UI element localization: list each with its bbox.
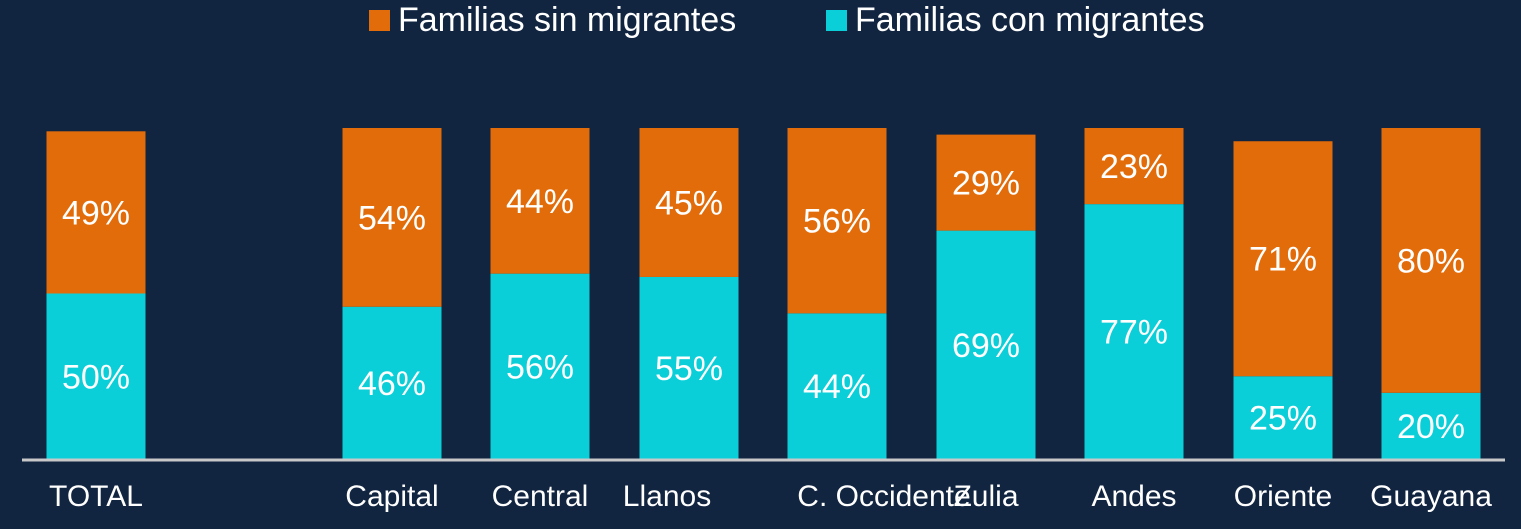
- legend-swatch-sin-migrantes: [369, 9, 390, 31]
- chart-legend: Familias sin migrantes Familias con migr…: [0, 0, 1521, 44]
- data-label: 23%: [1100, 148, 1168, 186]
- legend-label-con-migrantes: Familias con migrantes: [855, 0, 1205, 39]
- data-label: 54%: [358, 199, 426, 237]
- x-tick-label: Oriente: [1233, 480, 1333, 513]
- bar-segment-con-migrantes: [1084, 204, 1184, 459]
- data-label: 44%: [803, 368, 871, 406]
- legend-swatch-con-migrantes: [826, 9, 847, 31]
- bar-segment-sin-migrantes: [1381, 128, 1481, 393]
- bar-segment-sin-migrantes: [342, 128, 442, 307]
- data-label: 45%: [655, 184, 723, 222]
- data-label: 56%: [803, 203, 871, 241]
- bar-segment-sin-migrantes: [787, 128, 887, 314]
- data-label: 29%: [952, 165, 1020, 203]
- data-label: 69%: [952, 327, 1020, 365]
- data-label: 56%: [506, 348, 574, 386]
- legend-label-sin-migrantes: Familias sin migrantes: [398, 0, 737, 39]
- bar-segment-con-migrantes: [342, 306, 442, 459]
- bar-segment-con-migrantes: [1233, 376, 1333, 459]
- bar-segment-sin-migrantes: [490, 128, 590, 274]
- bars-group: [46, 128, 1481, 459]
- value-labels-group: 50% 49% 46% 54% 56% 44% 55% 45% 44% 56% 69% 29% 77% 2…: [62, 148, 1465, 446]
- data-label: 50%: [62, 358, 130, 396]
- x-tick-label: Andes: [1091, 480, 1177, 513]
- data-label: 49%: [62, 194, 130, 232]
- data-label: 80%: [1397, 242, 1465, 280]
- legend-item-sin-migrantes: Familias sin migrantes: [369, 0, 736, 40]
- bar-segment-con-migrantes: [787, 313, 887, 459]
- bar-segment-sin-migrantes: [1084, 128, 1184, 205]
- x-tick-label: TOTAL: [49, 480, 143, 513]
- bar-segment-con-migrantes: [936, 230, 1036, 459]
- legend-item-con-migrantes: Familias con migrantes: [826, 0, 1205, 40]
- data-label: 77%: [1100, 314, 1168, 352]
- bar-segment-sin-migrantes: [1233, 141, 1333, 377]
- x-tick-label: Zulia: [953, 480, 1019, 513]
- x-tick-label: C. Occidente: [797, 480, 971, 513]
- bar-segment-con-migrantes: [639, 276, 739, 459]
- data-label: 71%: [1249, 241, 1317, 279]
- x-tick-label: Capital: [345, 480, 439, 513]
- data-label: 20%: [1397, 408, 1465, 446]
- bar-segment-sin-migrantes: [639, 128, 739, 277]
- bar-segment-sin-migrantes: [46, 131, 146, 294]
- data-label: 55%: [655, 350, 723, 388]
- x-tick-label: Guayana: [1370, 480, 1492, 513]
- x-tick-label: Central: [491, 480, 589, 513]
- data-label: 44%: [506, 183, 574, 221]
- data-label: 25%: [1249, 400, 1317, 438]
- bar-segment-con-migrantes: [1381, 392, 1481, 459]
- bar-segment-sin-migrantes: [936, 134, 1036, 231]
- bar-segment-con-migrantes: [46, 293, 146, 459]
- bar-segment-con-migrantes: [490, 273, 590, 459]
- data-label: 46%: [358, 365, 426, 403]
- x-tick-label: Llanos: [622, 480, 712, 513]
